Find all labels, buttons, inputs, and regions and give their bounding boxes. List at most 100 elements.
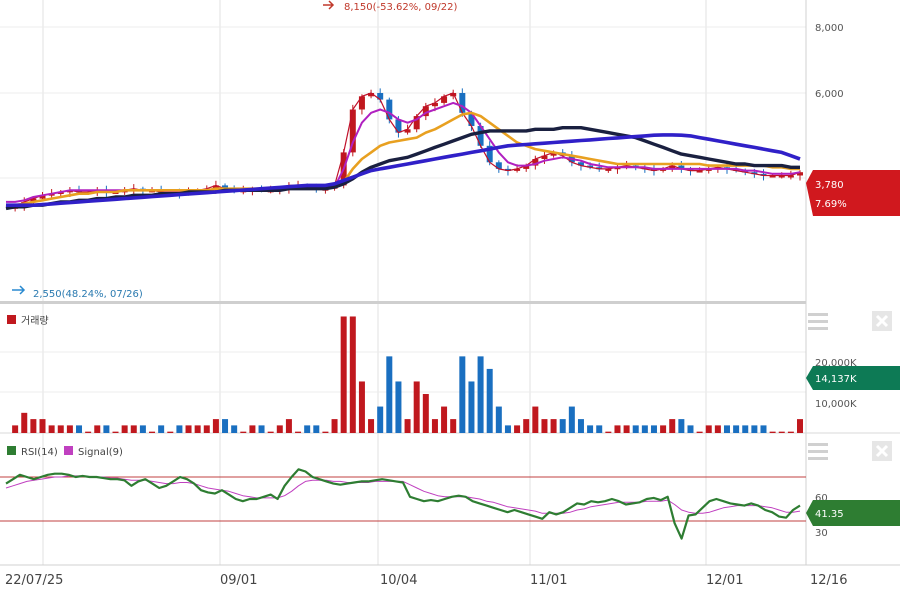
candle-body [778,175,785,178]
volume-bar [39,419,46,433]
volume-bar [185,425,192,433]
volume-legend-label: 거래량 [21,315,49,327]
candle-body [358,96,365,110]
volume-bar [139,425,146,433]
volume-bar [495,406,502,433]
rsi-tick-30: 30 [815,528,828,539]
volume-bar [322,431,329,433]
candle-body [386,99,393,120]
volume-bar [48,425,55,433]
volume-bar [66,425,73,433]
rsi-panel-close-icon[interactable] [872,441,892,461]
candle-body [696,170,703,173]
candle-body [495,162,502,169]
volume-bar [797,419,803,433]
candle-body [30,198,37,202]
volume-bar [605,431,612,433]
rsi-panel-menu-icon[interactable] [808,443,828,460]
volume-panel-menu-icon[interactable] [808,313,828,330]
volume-bar [450,419,457,433]
candle-body [650,168,657,171]
x-tick-label: 09/01 [220,573,257,588]
candle-body [477,126,484,146]
volume-bar [94,425,101,433]
candle-body [395,119,402,133]
candle-body [541,155,548,159]
candle-body [377,93,384,100]
volume-bar [349,316,356,433]
candle-body [596,167,603,170]
volume-bar [194,425,201,433]
volume-bar [30,419,37,433]
volume-bar [377,406,384,433]
volume-bar [76,425,83,433]
volume-bar [249,425,256,433]
rsi-legend-swatch [7,446,16,455]
moving-average-line [6,133,801,207]
volume-bar [276,425,283,433]
candle-body [413,116,420,130]
volume-bar [596,425,603,433]
current-volume-badge: 14,137K [806,366,900,390]
volume-bar [313,425,320,433]
low-annotation: 2,550(48.24%, 07/26) [33,289,143,300]
candle-body [577,162,584,166]
candle-body [222,185,229,189]
volume-bar [176,425,183,433]
candle-body [404,129,411,133]
volume-bar [57,425,64,433]
volume-bar [751,425,758,433]
candle-body [678,165,685,169]
candle-body [532,159,539,166]
volume-bar [386,356,393,433]
volume-bar [614,425,621,433]
volume-bar [222,419,229,433]
volume-bar [559,419,566,433]
x-tick-label: 12/01 [706,573,743,588]
volume-bar [587,425,594,433]
candle-body [550,152,557,156]
volume-bar [568,406,575,433]
candle-body [431,102,438,107]
volume-bar [167,431,174,433]
rsi-legend-label: RSI(14) [21,447,58,458]
volume-bar [733,425,740,433]
volume-bar [158,425,165,433]
volume-bar [368,419,375,433]
current-volume: 14,137K [815,374,857,385]
x-tick-label: 12/16 [810,573,847,588]
volume-bar [550,419,557,433]
volume-bar [285,419,292,433]
volume-bar [669,419,676,433]
candle-body [669,165,676,169]
volume-bar [103,425,110,433]
volume-bar [468,381,475,433]
volume-legend-swatch [7,315,16,324]
volume-bar [459,356,466,433]
volume-bar [340,316,347,433]
volume-bar [477,356,484,433]
volume-bar [678,419,685,433]
moving-average-line [5,111,800,209]
volume-bar [742,425,749,433]
volume-bar [130,425,137,433]
volume-bar [514,425,521,433]
volume-panel-close-icon[interactable] [872,311,892,331]
price-tick-6000: 6,000 [815,89,844,100]
volume-bar [240,431,247,433]
low-arrow-icon [12,285,26,295]
candle-body [349,109,356,153]
volume-bar [760,425,767,433]
current-price-badge: 3,780 7.69% [806,170,900,216]
candle-body [797,172,803,176]
volume-bar [85,431,92,433]
volume-bar [295,431,302,433]
volume-bar [660,425,667,433]
candle-body [514,168,521,171]
volume-bar [641,425,648,433]
volume-bar [413,381,420,433]
candle-body [422,106,429,117]
current-price: 3,780 [815,180,844,191]
current-rsi-badge: 41.35 [806,500,900,526]
